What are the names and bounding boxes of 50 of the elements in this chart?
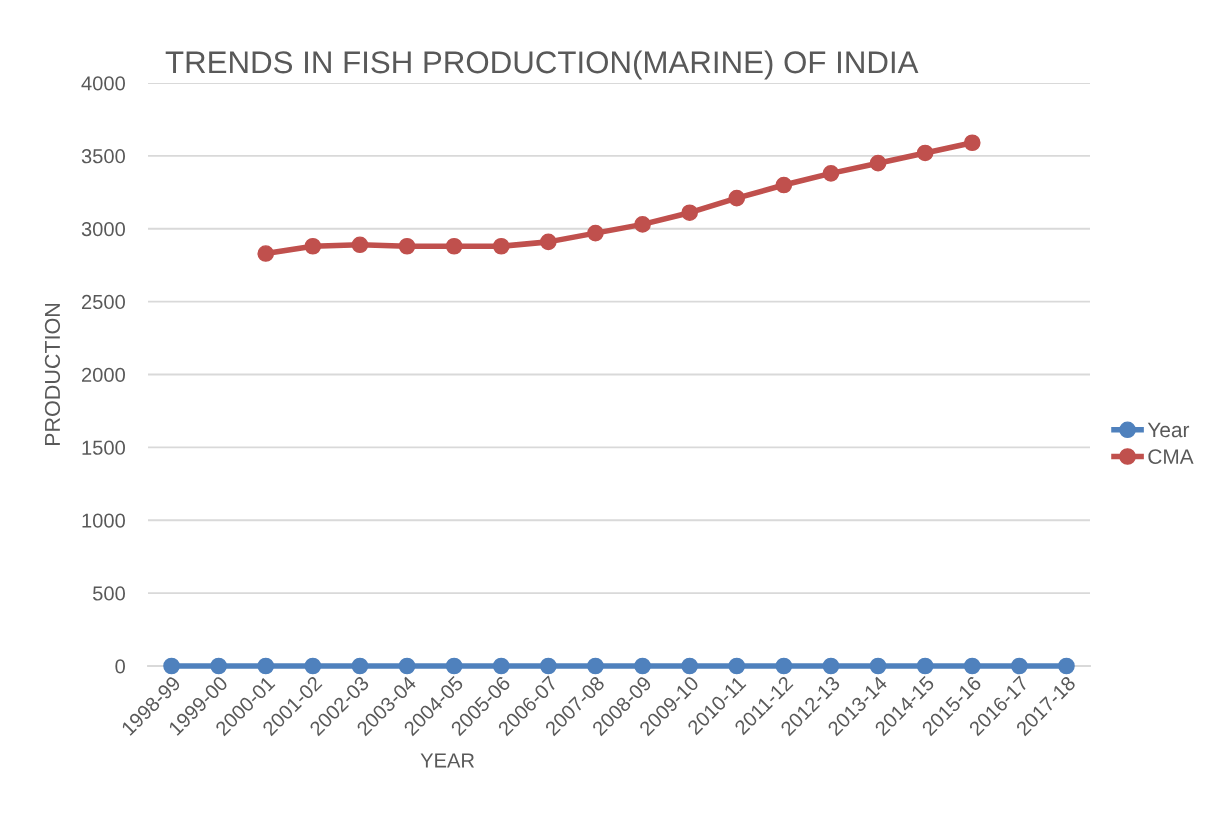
- point: [869, 657, 887, 675]
- point: [681, 657, 698, 675]
- point: [210, 657, 227, 675]
- point: [304, 237, 322, 255]
- point: [445, 657, 463, 675]
- point: [869, 154, 887, 172]
- point: [398, 237, 416, 255]
- point: [540, 657, 557, 675]
- point: [963, 134, 981, 152]
- y-tick-label: 0: [115, 659, 125, 674]
- point: [351, 236, 369, 254]
- y-tick-label: 3000: [81, 221, 125, 237]
- y-tick-label: 1500: [82, 440, 125, 455]
- point: [587, 224, 604, 242]
- point: [1058, 657, 1075, 675]
- point: [163, 657, 180, 675]
- point: [257, 245, 275, 262]
- point: [304, 657, 322, 675]
- point: [492, 657, 510, 675]
- point: [728, 189, 746, 207]
- y-tick-label: 3500: [81, 149, 125, 164]
- point: [634, 216, 651, 233]
- point: [351, 657, 369, 675]
- legend-label: CMA: [1148, 449, 1194, 464]
- legend-label: Year: [1147, 422, 1190, 438]
- point: [775, 657, 793, 675]
- y-tick-label: 1000: [82, 513, 125, 528]
- point: [681, 204, 698, 222]
- point: [822, 657, 840, 675]
- point: [775, 176, 793, 194]
- point: [963, 657, 981, 675]
- y-tick-label: 2500: [81, 294, 125, 310]
- x-axis-title: YEAR: [420, 753, 475, 768]
- y-axis-title: PRODUCTION: [44, 303, 61, 446]
- point: [492, 237, 510, 255]
- point: [587, 657, 604, 675]
- point: [916, 657, 934, 675]
- y-tick-label: 2000: [81, 367, 125, 382]
- chart-title: TRENDS IN FISH PRODUCTION(MARINE) OF INDIA: [165, 50, 919, 80]
- point: [728, 657, 746, 675]
- point: [445, 237, 463, 255]
- y-tick-label: 500: [92, 586, 125, 601]
- point: [634, 657, 651, 675]
- point: [398, 657, 416, 675]
- y-tick-label: 4000: [81, 76, 125, 91]
- point: [822, 165, 840, 182]
- point: [916, 144, 934, 162]
- point: [257, 657, 275, 675]
- point: [1011, 657, 1028, 675]
- point: [540, 233, 557, 251]
